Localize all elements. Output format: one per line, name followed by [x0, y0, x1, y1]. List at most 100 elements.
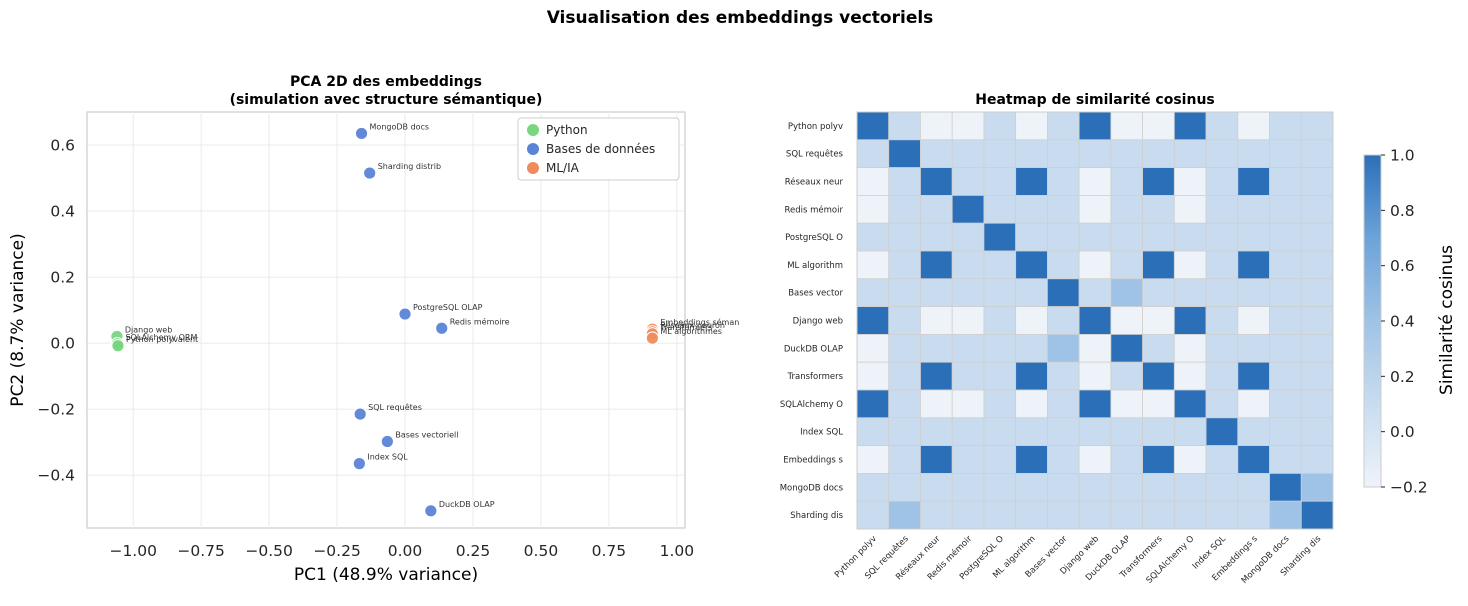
point-annotation: ML algorithmes	[660, 327, 722, 336]
scatter-x-axis-label: PC1 (48.9% variance)	[294, 565, 478, 585]
colorbar-tick-label: −0.2	[1390, 479, 1428, 497]
heatmap-cell	[888, 111, 921, 141]
heatmap-cell	[1015, 361, 1048, 391]
heatmap-cell	[1142, 278, 1175, 307]
heatmap-cell	[1237, 500, 1270, 530]
heatmap-row-label: Python polyv	[788, 122, 843, 132]
heatmap-cell	[1205, 278, 1239, 307]
heatmap-cell	[1078, 333, 1112, 363]
heatmap-cell	[1047, 333, 1080, 363]
heatmap-cell	[1015, 111, 1048, 141]
heatmap-cell	[1047, 167, 1080, 196]
heatmap-cell	[983, 306, 1017, 335]
heatmap-cell	[920, 139, 953, 169]
point-annotation: MongoDB docs	[370, 122, 430, 131]
heatmap-cell	[1078, 500, 1112, 530]
heatmap-cell	[856, 139, 890, 169]
heatmap-cell	[1142, 389, 1175, 419]
scatter-x-tick-label: 0.25	[456, 542, 491, 560]
heatmap-cell	[1269, 445, 1302, 474]
heatmap-cell	[1110, 500, 1144, 530]
colorbar-tick-label: 1.0	[1390, 147, 1415, 165]
scatter-y-axis-label: PC2 (8.7% variance)	[8, 233, 28, 406]
heatmap-cell	[951, 194, 985, 224]
heatmap-cell	[1237, 306, 1270, 335]
heatmap-cell	[856, 167, 890, 196]
heatmap-cell	[1300, 194, 1334, 224]
heatmap-cell	[1110, 445, 1144, 474]
heatmap-cell	[1047, 111, 1080, 141]
heatmap-cell	[1173, 361, 1207, 391]
heatmap-cell	[1269, 500, 1302, 530]
heatmap-cell	[1173, 445, 1207, 474]
heatmap-cell	[1300, 167, 1334, 196]
scatter-y-tick-label: 0.6	[50, 137, 75, 155]
heatmap-cell	[856, 445, 890, 474]
heatmap-cell	[1047, 306, 1080, 335]
heatmap-cell	[920, 417, 953, 446]
heatmap-cell	[1205, 194, 1239, 224]
scatter-grid	[87, 112, 685, 528]
heatmap-cell	[1015, 445, 1048, 474]
heatmap-cell	[951, 278, 985, 307]
heatmap-cell	[1047, 222, 1080, 252]
heatmap-row-label: Django web	[793, 317, 843, 327]
heatmap-row-label: SQLAlchemy O	[780, 400, 843, 410]
colorbar-tick-label: 0.4	[1390, 313, 1415, 331]
point-annotation: SQLAlchemy ORM	[125, 333, 197, 342]
heatmap-cell	[920, 306, 953, 335]
heatmap-row-label: Transformers	[787, 372, 844, 382]
heatmap-cell	[1269, 222, 1302, 252]
heatmap-cell	[983, 222, 1017, 252]
scatter-point	[362, 166, 377, 180]
heatmap-cell	[1047, 417, 1080, 446]
heatmap-cell	[856, 361, 890, 391]
heatmap-cell	[983, 472, 1017, 502]
heatmap-row-label: Index SQL	[800, 428, 843, 438]
figure-title: Visualisation des embeddings vectoriels	[547, 8, 934, 28]
heatmap-cell	[920, 194, 953, 224]
heatmap-title: Heatmap de similarité cosinus	[975, 92, 1215, 108]
heatmap-cell	[1173, 278, 1207, 307]
heatmap-cell	[1237, 333, 1270, 363]
heatmap-cell	[1269, 167, 1302, 196]
heatmap-cell	[1142, 222, 1175, 252]
heatmap-cell	[951, 361, 985, 391]
heatmap-cell	[1047, 361, 1080, 391]
heatmap-cell	[1142, 250, 1175, 280]
heatmap-cell	[951, 250, 985, 280]
heatmap-cell	[1078, 445, 1112, 474]
heatmap-cell	[1237, 111, 1270, 141]
scatter-point	[353, 407, 367, 421]
heatmap-cell	[1173, 333, 1207, 363]
heatmap-cell	[856, 222, 890, 252]
point-annotation: Sharding distrib	[378, 162, 441, 171]
heatmap-cell	[1237, 389, 1270, 419]
heatmap-cells	[856, 111, 1334, 530]
heatmap-cell	[920, 111, 953, 141]
heatmap-cell	[856, 389, 890, 419]
heatmap-cell	[951, 333, 985, 363]
heatmap-cell	[951, 500, 985, 530]
heatmap-cell	[983, 139, 1017, 169]
heatmap-cell	[1300, 222, 1334, 252]
heatmap-cell	[1015, 472, 1048, 502]
pca-scatter-chart: PCA 2D des embeddings (simulation avec s…	[8, 74, 739, 585]
heatmap-cell	[888, 361, 921, 391]
scatter-point	[352, 456, 367, 471]
heatmap-cell	[1015, 417, 1048, 446]
similarity-heatmap: Heatmap de similarité cosinus Python pol…	[780, 92, 1457, 586]
heatmap-cell	[1300, 445, 1334, 474]
legend-label: ML/IA	[546, 161, 580, 175]
heatmap-cell	[951, 111, 985, 141]
heatmap-cell	[1269, 111, 1302, 141]
heatmap-cell	[1173, 250, 1207, 280]
heatmap-cell	[1110, 472, 1144, 502]
heatmap-cell	[951, 222, 985, 252]
scatter-y-tick-label: 0.2	[50, 269, 75, 287]
point-annotation: Transformers	[659, 323, 712, 332]
heatmap-cell	[983, 167, 1017, 196]
heatmap-cell	[1205, 361, 1239, 391]
heatmap-cell	[983, 333, 1017, 363]
heatmap-cell	[1269, 417, 1302, 446]
